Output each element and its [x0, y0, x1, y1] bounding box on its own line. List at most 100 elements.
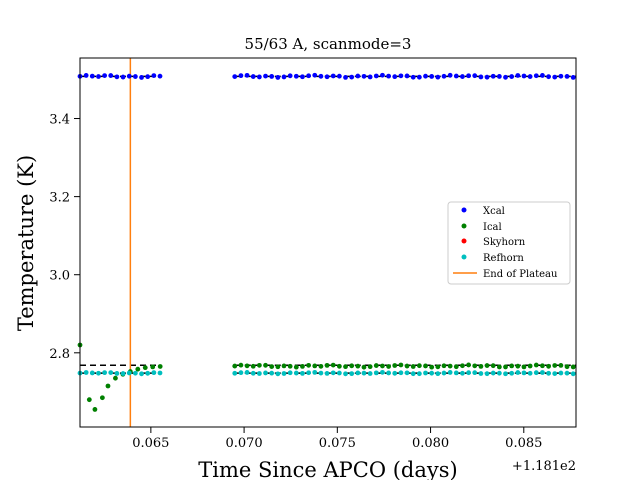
data-point-refhorn-67 — [558, 370, 564, 376]
data-point-xcal-12 — [151, 73, 157, 79]
data-point-refhorn-69 — [570, 371, 576, 377]
data-point-refhorn-57 — [496, 370, 502, 376]
data-point-refhorn-64 — [540, 370, 545, 375]
data-point-ical-31 — [349, 363, 355, 369]
data-point-refhorn-34 — [355, 370, 361, 376]
data-point-ical-19 — [275, 364, 281, 370]
data-point-ical-62 — [540, 363, 545, 369]
data-point-xcal-59 — [509, 74, 515, 79]
data-point-xcal-69 — [570, 74, 576, 80]
data-point-refhorn-21 — [275, 371, 281, 377]
data-point-xcal-1 — [83, 73, 89, 78]
data-point-xcal-38 — [380, 72, 385, 78]
data-point-refhorn-42 — [404, 370, 410, 376]
data-point-xcal-29 — [324, 74, 330, 80]
data-point-ical-46 — [441, 363, 447, 369]
data-point-refhorn-50 — [453, 370, 459, 376]
data-point-refhorn-47 — [435, 371, 441, 377]
x-tick-label-3: 0.080 — [412, 436, 449, 451]
data-point-ical-40 — [404, 363, 410, 369]
data-point-xcal-30 — [330, 73, 336, 79]
data-point-xcal-41 — [398, 73, 404, 79]
data-point-refhorn-37 — [373, 370, 379, 376]
x-tick-label-0: 0.065 — [132, 436, 169, 451]
data-point-xcal-15 — [238, 73, 244, 79]
data-point-ical-18 — [269, 364, 275, 369]
data-point-refhorn-53 — [472, 370, 478, 376]
data-point-xcal-35 — [361, 73, 367, 79]
data-point-xcal-25 — [300, 74, 305, 80]
data-point-refhorn-40 — [392, 370, 398, 376]
data-point-ical-51 — [472, 363, 478, 369]
data-point-xcal-37 — [373, 73, 379, 79]
data-point-xcal-46 — [429, 74, 435, 79]
data-point-refhorn-54 — [478, 371, 484, 376]
data-point-xcal-26 — [306, 73, 312, 79]
data-point-xcal-31 — [336, 73, 342, 79]
data-point-xcal-21 — [275, 75, 281, 80]
data-point-refhorn-46 — [429, 370, 435, 376]
data-point-refhorn-5 — [108, 370, 114, 375]
data-point-refhorn-7 — [120, 371, 126, 376]
data-point-refhorn-29 — [324, 370, 330, 376]
data-point-refhorn-26 — [306, 370, 312, 376]
data-point-ical-24 — [306, 362, 312, 368]
data-point-xcal-17 — [250, 74, 256, 79]
data-point-refhorn-58 — [503, 371, 508, 377]
data-point-ical-22 — [293, 364, 299, 370]
data-point-refhorn-8 — [126, 370, 132, 376]
data-point-xcal-13 — [157, 73, 163, 79]
y-tick-label-0: 2.8 — [49, 347, 70, 362]
data-point-refhorn-19 — [263, 370, 268, 376]
data-point-xcal-58 — [503, 74, 508, 80]
data-point-xcal-4 — [102, 73, 108, 79]
data-point-refhorn-17 — [250, 370, 256, 376]
data-point-xcal-34 — [355, 73, 361, 79]
data-point-ical-37 — [386, 364, 392, 369]
data-point-refhorn-31 — [336, 370, 342, 376]
legend-label-end-of-plateau: End of Plateau — [483, 269, 558, 280]
data-point-refhorn-13 — [157, 370, 163, 376]
data-point-ical-32 — [355, 363, 361, 369]
data-point-refhorn-39 — [386, 370, 392, 376]
data-point-refhorn-24 — [293, 370, 299, 376]
data-point-ical-60 — [527, 363, 533, 369]
legend-label-refhorn: Refhorn — [483, 253, 524, 264]
data-point-ical-35 — [373, 363, 379, 368]
data-point-xcal-55 — [484, 74, 490, 80]
data-point-refhorn-14 — [232, 370, 238, 376]
data-point-ical-48 — [453, 364, 459, 370]
data-point-ical-67 — [570, 364, 576, 370]
data-point-ical-34 — [367, 364, 373, 370]
y-tick-label-2: 3.2 — [49, 191, 70, 206]
data-point-ical-33 — [361, 364, 367, 370]
data-point-refhorn-6 — [114, 371, 120, 376]
data-point-refhorn-9 — [132, 370, 138, 376]
y-tick-label-3: 3.4 — [49, 113, 70, 128]
data-point-xcal-50 — [453, 73, 459, 79]
data-point-xcal-68 — [564, 73, 570, 79]
data-point-ical-59 — [521, 364, 527, 370]
data-point-ical-55 — [496, 364, 502, 370]
data-point-xcal-66 — [552, 74, 558, 80]
data-point-ical-13 — [238, 362, 244, 368]
data-point-ical-47 — [447, 363, 453, 369]
data-point-ical-66 — [564, 364, 570, 370]
data-point-ical-45 — [435, 364, 441, 370]
plot-frame — [79, 57, 577, 428]
data-point-refhorn-41 — [398, 370, 404, 376]
data-point-ical-5 — [113, 375, 118, 381]
legend-marker-ical — [461, 223, 467, 229]
data-point-xcal-52 — [466, 73, 471, 79]
legend-label-ical: Ical — [483, 222, 502, 233]
data-point-ical-58 — [515, 363, 521, 369]
data-point-ical-4 — [105, 383, 111, 389]
data-point-refhorn-4 — [102, 370, 108, 376]
data-point-xcal-67 — [558, 73, 564, 79]
data-point-refhorn-59 — [509, 370, 515, 376]
data-point-xcal-56 — [490, 73, 496, 79]
data-point-refhorn-43 — [410, 371, 416, 377]
data-point-refhorn-65 — [546, 370, 551, 376]
x-offset-label: +1.181e2 — [512, 459, 576, 474]
